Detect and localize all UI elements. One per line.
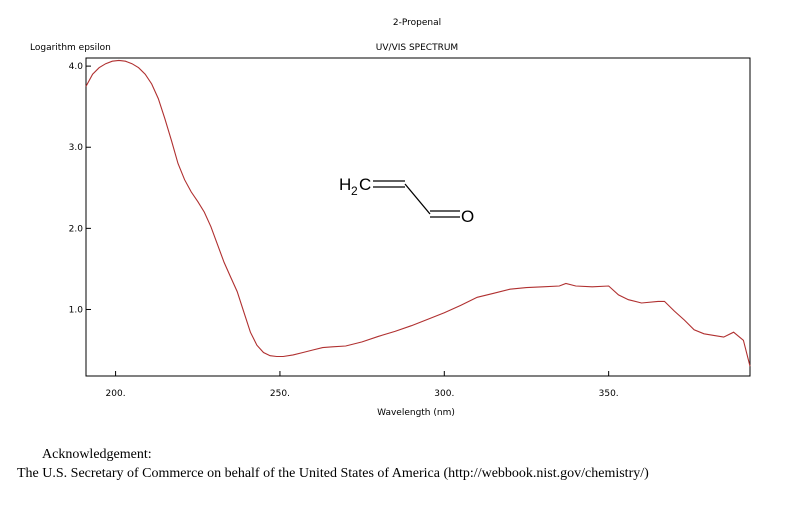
x-tick-label: 350. xyxy=(599,389,619,399)
molecule-o-label: O xyxy=(461,207,474,226)
acrolein-structure: H 2 C O xyxy=(339,175,474,226)
x-tick-label: 250. xyxy=(270,389,290,399)
molecule-subscript: 2 xyxy=(351,184,358,198)
chart-title: 2-Propenal xyxy=(393,18,441,28)
y-axis-label: Logarithm epsilon xyxy=(30,43,111,53)
y-tick-label: 3.0 xyxy=(69,143,84,153)
plot-frame xyxy=(85,57,751,377)
y-tick-label: 1.0 xyxy=(69,305,84,315)
molecule-c-label: C xyxy=(359,175,371,194)
y-tick-label: 4.0 xyxy=(69,62,84,72)
spectrum-line xyxy=(85,59,751,367)
axis-ticks: 200. 250. 300. 350. 4.0 3.0 2.0 1.0 xyxy=(69,62,619,399)
x-axis-label: Wavelength (nm) xyxy=(377,408,455,418)
chart-subtitle: UV/VIS SPECTRUM xyxy=(376,43,458,53)
acknowledgement-text: The U.S. Secretary of Commerce on behalf… xyxy=(17,466,649,481)
y-tick-label: 2.0 xyxy=(69,224,84,234)
acknowledgement-title: Acknowledgement: xyxy=(42,447,152,462)
single-bond-line xyxy=(404,183,431,215)
x-tick-label: 300. xyxy=(434,389,454,399)
x-tick-label: 200. xyxy=(106,389,126,399)
molecule-h-label: H xyxy=(339,175,351,194)
